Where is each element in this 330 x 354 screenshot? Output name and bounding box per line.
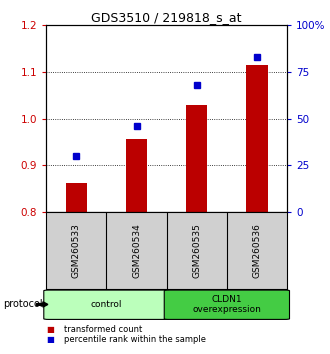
Text: ■: ■ [46, 335, 54, 344]
Title: GDS3510 / 219818_s_at: GDS3510 / 219818_s_at [91, 11, 242, 24]
Text: control: control [91, 300, 122, 309]
Bar [126, 139, 147, 212]
Text: ■: ■ [46, 325, 54, 334]
Text: GSM260534: GSM260534 [132, 223, 141, 278]
Bar [247, 65, 268, 212]
FancyBboxPatch shape [164, 290, 289, 319]
Text: GSM260533: GSM260533 [72, 223, 81, 278]
Text: CLDN1
overexpression: CLDN1 overexpression [192, 295, 261, 314]
Text: GSM260536: GSM260536 [252, 223, 261, 278]
Bar [66, 183, 87, 212]
Text: transformed count: transformed count [64, 325, 143, 334]
FancyBboxPatch shape [44, 290, 169, 319]
Bar [186, 104, 207, 212]
Text: GSM260535: GSM260535 [192, 223, 201, 278]
Text: percentile rank within the sample: percentile rank within the sample [64, 335, 206, 344]
Text: protocol: protocol [3, 299, 43, 309]
